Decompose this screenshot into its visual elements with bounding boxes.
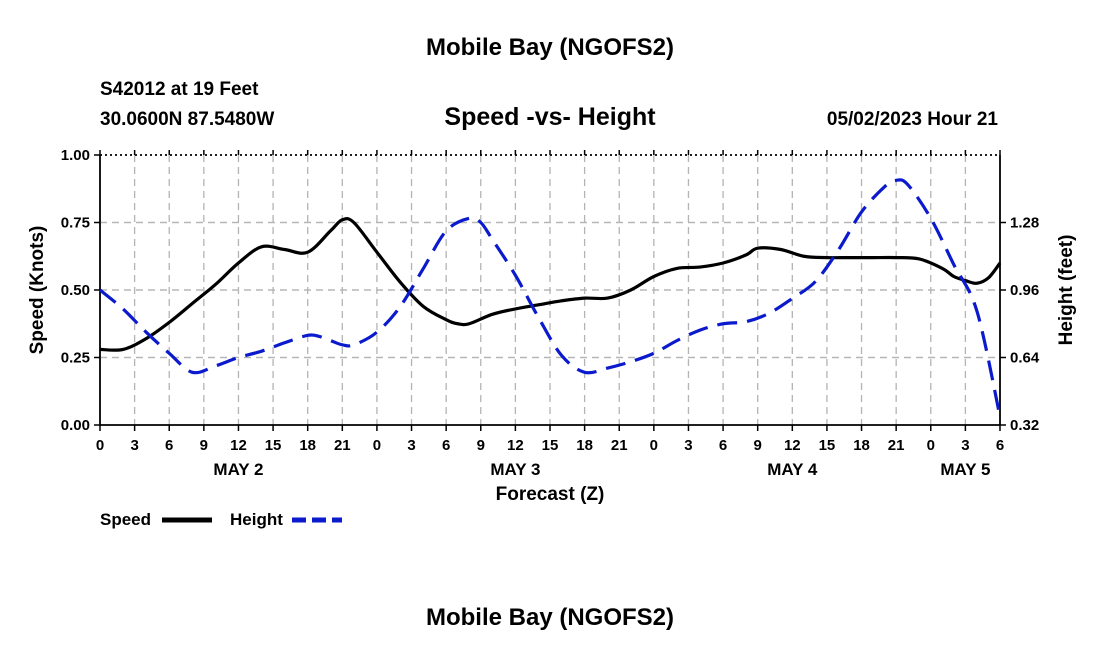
page-title-bottom: Mobile Bay (NGOFS2) <box>426 604 674 631</box>
x-tick-label: 9 <box>200 437 208 454</box>
x-tick-label: 9 <box>754 437 762 454</box>
day-label: MAY 4 <box>767 460 818 479</box>
x-tick-label: 0 <box>927 437 935 454</box>
x-tick-label: 15 <box>542 437 559 454</box>
day-label: MAY 5 <box>940 460 990 479</box>
y-right-tick-label: 0.96 <box>1010 282 1039 299</box>
legend: Speed Height <box>100 510 342 529</box>
x-tick-label: 6 <box>165 437 173 454</box>
x-tick-label: 3 <box>961 437 969 454</box>
x-tick-label: 15 <box>819 437 836 454</box>
x-tick-label: 0 <box>650 437 658 454</box>
series-lines <box>98 178 1002 417</box>
y-right-tick-label: 0.64 <box>1010 350 1040 367</box>
x-tick-label: 6 <box>442 437 450 454</box>
legend-height-label: Height <box>230 510 283 529</box>
series-line-height <box>98 178 1002 417</box>
x-tick-label: 12 <box>784 437 801 454</box>
y-left-tick-label: 0.75 <box>61 215 90 232</box>
x-tick-label: 12 <box>507 437 524 454</box>
x-tick-label: 3 <box>407 437 415 454</box>
x-axis-label: Forecast (Z) <box>496 484 605 505</box>
x-tick-label: 6 <box>996 437 1004 454</box>
x-tick-label: 3 <box>130 437 138 454</box>
axes: 0 3 6 9 12 15 18 21 0 3 6 9 12 15 18 21 0 3 6 9 12 15 18 21 0 3 6M… <box>61 147 1040 479</box>
y-axis-right-label: Height (feet) <box>1056 235 1077 346</box>
day-label: MAY 2 <box>213 460 263 479</box>
page-title-top: Mobile Bay (NGOFS2) <box>426 34 674 61</box>
x-tick-label: 0 <box>96 437 104 454</box>
x-tick-label: 15 <box>265 437 282 454</box>
x-tick-label: 21 <box>334 437 351 454</box>
x-tick-label: 18 <box>299 437 316 454</box>
station-label: S42012 at 19 Feet <box>100 79 259 100</box>
y-left-tick-label: 0.50 <box>61 282 90 299</box>
x-tick-label: 21 <box>611 437 628 454</box>
legend-speed-label: Speed <box>100 510 151 529</box>
x-tick-label: 18 <box>853 437 870 454</box>
x-tick-label: 21 <box>888 437 905 454</box>
x-tick-label: 6 <box>719 437 727 454</box>
y-axis-left-label: Speed (Knots) <box>27 226 48 355</box>
coords-label: 30.0600N 87.5480W <box>100 109 274 130</box>
x-tick-label: 12 <box>230 437 247 454</box>
datetime-label: 05/02/2023 Hour 21 <box>827 109 999 130</box>
x-tick-label: 18 <box>576 437 593 454</box>
x-tick-label: 9 <box>477 437 485 454</box>
chart-title: Speed -vs- Height <box>444 103 656 131</box>
x-tick-label: 0 <box>373 437 381 454</box>
y-right-tick-label: 1.28 <box>1010 215 1039 232</box>
y-left-tick-label: 0.25 <box>61 350 90 367</box>
grid-lines <box>100 155 1000 425</box>
series-line-speed <box>99 217 1002 352</box>
y-left-tick-label: 0.00 <box>61 417 90 434</box>
y-left-tick-label: 1.00 <box>61 147 90 164</box>
day-label: MAY 3 <box>490 460 540 479</box>
x-tick-label: 3 <box>684 437 692 454</box>
y-right-tick-label: 0.32 <box>1010 417 1039 434</box>
